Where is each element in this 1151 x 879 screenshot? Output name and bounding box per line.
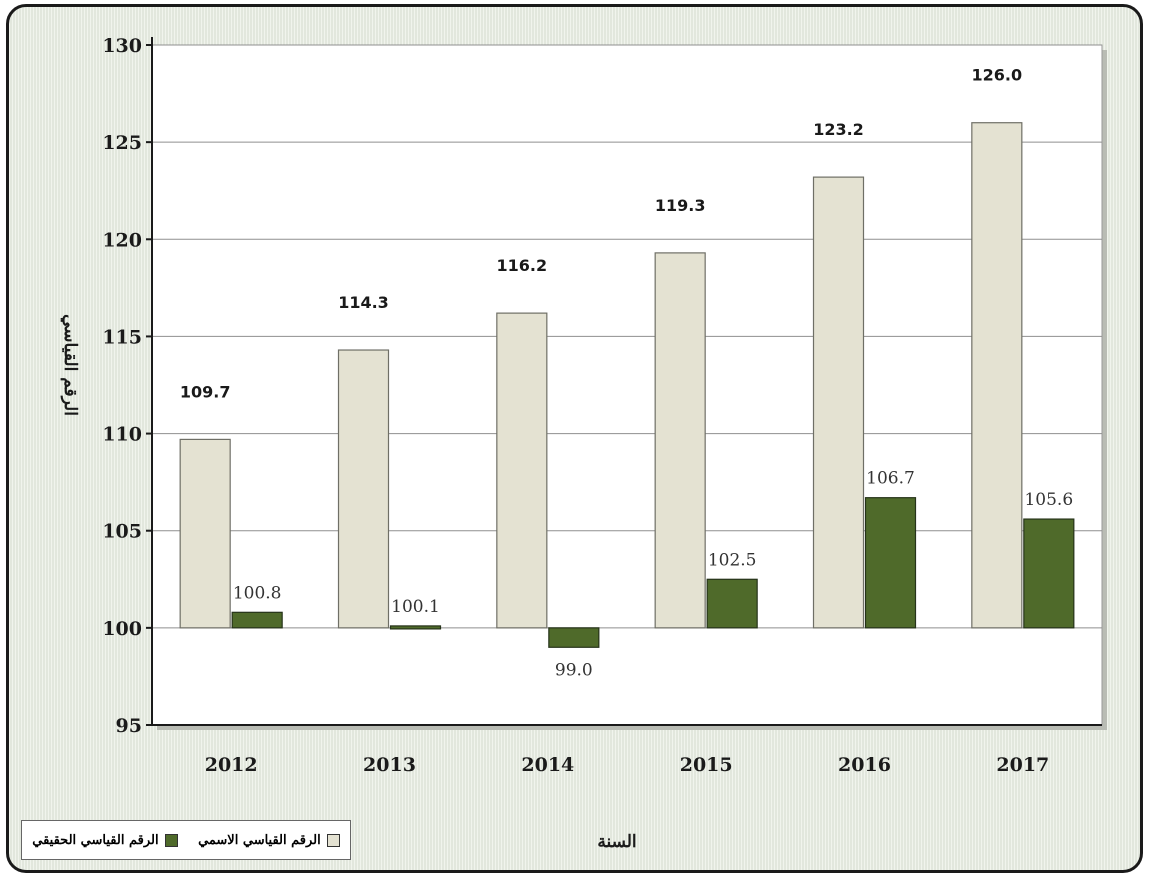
legend-label-real: الرقم القياسي الحقيقي bbox=[32, 832, 159, 848]
data-label-nominal: 116.2 bbox=[497, 256, 548, 275]
bar-nominal bbox=[971, 122, 1023, 629]
y-tick-label: 130 bbox=[102, 35, 142, 57]
x-tick-label: 2015 bbox=[680, 754, 733, 776]
x-axis-title: السنة bbox=[597, 832, 636, 852]
y-tick-label: 120 bbox=[102, 229, 142, 251]
y-tick-label: 115 bbox=[102, 326, 142, 348]
bar-nominal bbox=[654, 252, 706, 629]
y-tick-label: 95 bbox=[116, 715, 142, 737]
bar-real bbox=[864, 497, 917, 629]
data-label-real: 100.8 bbox=[233, 583, 282, 603]
x-tick-label: 2014 bbox=[521, 754, 574, 776]
bar-real bbox=[706, 578, 758, 629]
bar-real bbox=[389, 625, 442, 630]
bar-real bbox=[231, 611, 283, 629]
data-label-real: 105.6 bbox=[1024, 490, 1073, 510]
y-tick-label: 110 bbox=[102, 424, 142, 446]
legend-swatch-nominal bbox=[326, 833, 340, 847]
data-label-real: 106.7 bbox=[866, 469, 915, 489]
bar-real bbox=[1023, 518, 1075, 629]
x-tick-label: 2016 bbox=[838, 754, 891, 776]
data-label-real: 102.5 bbox=[708, 550, 757, 570]
plot-area bbox=[151, 44, 1103, 726]
y-axis-title: الرقم القياسي bbox=[60, 314, 80, 416]
data-label-real: 99.0 bbox=[555, 660, 593, 680]
data-label-real: 100.1 bbox=[391, 597, 440, 617]
legend: الرقم القياسي الاسمي الرقم القياسي الحقي… bbox=[21, 820, 351, 860]
x-tick-label: 2017 bbox=[996, 754, 1049, 776]
chart-svg: 95 100 105 110 115 120 125 130 109.7 100.8 2012 114… bbox=[60, 35, 1107, 852]
bar-nominal bbox=[496, 312, 548, 629]
bar-nominal bbox=[337, 349, 390, 629]
legend-label-nominal: الرقم القياسي الاسمي bbox=[198, 832, 321, 848]
y-tick-label: 100 bbox=[102, 618, 142, 640]
y-tick-label: 125 bbox=[102, 132, 142, 154]
y-tick-label: 105 bbox=[102, 521, 142, 543]
bar-real bbox=[548, 627, 600, 648]
x-tick-label: 2012 bbox=[205, 754, 258, 776]
data-label-nominal: 126.0 bbox=[972, 66, 1023, 85]
data-label-nominal: 114.3 bbox=[338, 293, 389, 312]
chart-frame: 95 100 105 110 115 120 125 130 109.7 100.8 2012 114… bbox=[6, 4, 1143, 873]
data-label-nominal: 109.7 bbox=[180, 382, 231, 401]
data-label-nominal: 119.3 bbox=[655, 196, 706, 215]
legend-item-nominal: الرقم القياسي الاسمي bbox=[198, 833, 340, 848]
legend-swatch-real bbox=[164, 833, 178, 847]
bar-nominal bbox=[179, 438, 231, 629]
legend-item-real: الرقم القياسي الحقيقي bbox=[32, 832, 178, 848]
data-label-nominal: 123.2 bbox=[813, 120, 864, 139]
bar-nominal bbox=[812, 176, 865, 629]
x-tick-label: 2013 bbox=[363, 754, 416, 776]
